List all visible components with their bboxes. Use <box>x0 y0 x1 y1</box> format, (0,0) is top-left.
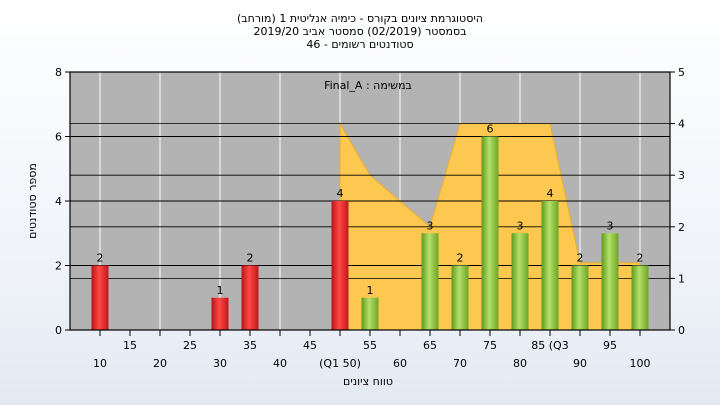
y2-tick-label: 1 <box>678 272 685 285</box>
bar-65 <box>421 233 439 330</box>
bar-100 <box>631 265 649 330</box>
x-tick-label-upper: 95 <box>603 339 617 352</box>
x-tick-label-lower: 10 <box>93 357 107 370</box>
y-tick-label: 2 <box>55 260 62 273</box>
x-tick-label-lower: 20 <box>153 357 167 370</box>
bar-label-95: 3 <box>607 219 614 232</box>
bar-label-75: 6 <box>487 123 494 136</box>
x-tick-label-lower: (Q1 50) <box>319 357 361 370</box>
x-tick-label-lower: 40 <box>273 357 287 370</box>
x-tick-label-upper: 45 <box>303 339 317 352</box>
bar-70 <box>451 265 469 330</box>
x-tick-label-upper: 65 <box>423 339 437 352</box>
y2-tick-label: 5 <box>678 66 685 79</box>
y-tick-label: 4 <box>55 195 62 208</box>
x-tick-label-upper: 85 (Q3 <box>531 339 568 352</box>
y-tick-label: 6 <box>55 131 62 144</box>
x-tick-label-upper: 15 <box>123 339 137 352</box>
x-axis-label: טווח ציונים <box>343 375 393 388</box>
y2-tick-label: 3 <box>678 169 685 182</box>
bars: 2 1 2 4 1 3 2 6 3 4 2 3 2 <box>91 123 649 330</box>
x-tick-label-lower: 70 <box>453 357 467 370</box>
x-tick-label-upper: 55 <box>363 339 377 352</box>
bar-label-85: 4 <box>547 187 554 200</box>
bar-label-55: 1 <box>367 284 374 297</box>
bar-85 <box>541 201 559 330</box>
bar-30 <box>211 297 229 330</box>
bar-label-35: 2 <box>247 252 254 265</box>
bar-label-80: 3 <box>517 219 524 232</box>
chart-annotation: במשימה : Final_A <box>324 79 412 92</box>
x-tick-label-lower: 80 <box>513 357 527 370</box>
chart-title-line-3: סטודנטים רשומים - 46 <box>306 38 413 51</box>
bar-label-90: 2 <box>577 252 584 265</box>
bar-50 <box>331 201 349 330</box>
bar-80 <box>511 233 529 330</box>
bar-75 <box>481 136 499 330</box>
x-tick-label-lower: 90 <box>573 357 587 370</box>
bar-55 <box>361 297 379 330</box>
y-tick-label: 0 <box>55 324 62 337</box>
bar-label-70: 2 <box>457 252 464 265</box>
bar-label-100: 2 <box>637 252 644 265</box>
bar-label-65: 3 <box>427 219 434 232</box>
bar-10 <box>91 265 109 330</box>
bar-label-30: 1 <box>217 284 224 297</box>
x-tick-label-upper: 75 <box>483 339 497 352</box>
x-tick-label-lower: 100 <box>630 357 651 370</box>
y-axis-label: מספר סטודנטים <box>26 163 39 239</box>
bar-35 <box>241 265 259 330</box>
chart-title-line-2: בסמסטר (02/2019) סמסטר אביב 2019/20 <box>253 25 466 38</box>
x-tick-label-lower: 60 <box>393 357 407 370</box>
bar-label-50: 4 <box>337 187 344 200</box>
y2-tick-label: 2 <box>678 221 685 234</box>
bar-label-10: 2 <box>97 252 104 265</box>
bar-95 <box>601 233 619 330</box>
chart-title-line-1: היסטוגרמת ציונים בקורס - כימיה אנליטית 1… <box>237 12 483 25</box>
horizontal-gridlines <box>70 123 670 279</box>
x-tick-label-upper: 35 <box>243 339 257 352</box>
bar-90 <box>571 265 589 330</box>
y2-tick-label: 4 <box>678 118 685 131</box>
y2-tick-label: 0 <box>678 324 685 337</box>
x-tick-label-lower: 30 <box>213 357 227 370</box>
x-tick-label-upper: 25 <box>183 339 197 352</box>
y-tick-label: 8 <box>55 66 62 79</box>
